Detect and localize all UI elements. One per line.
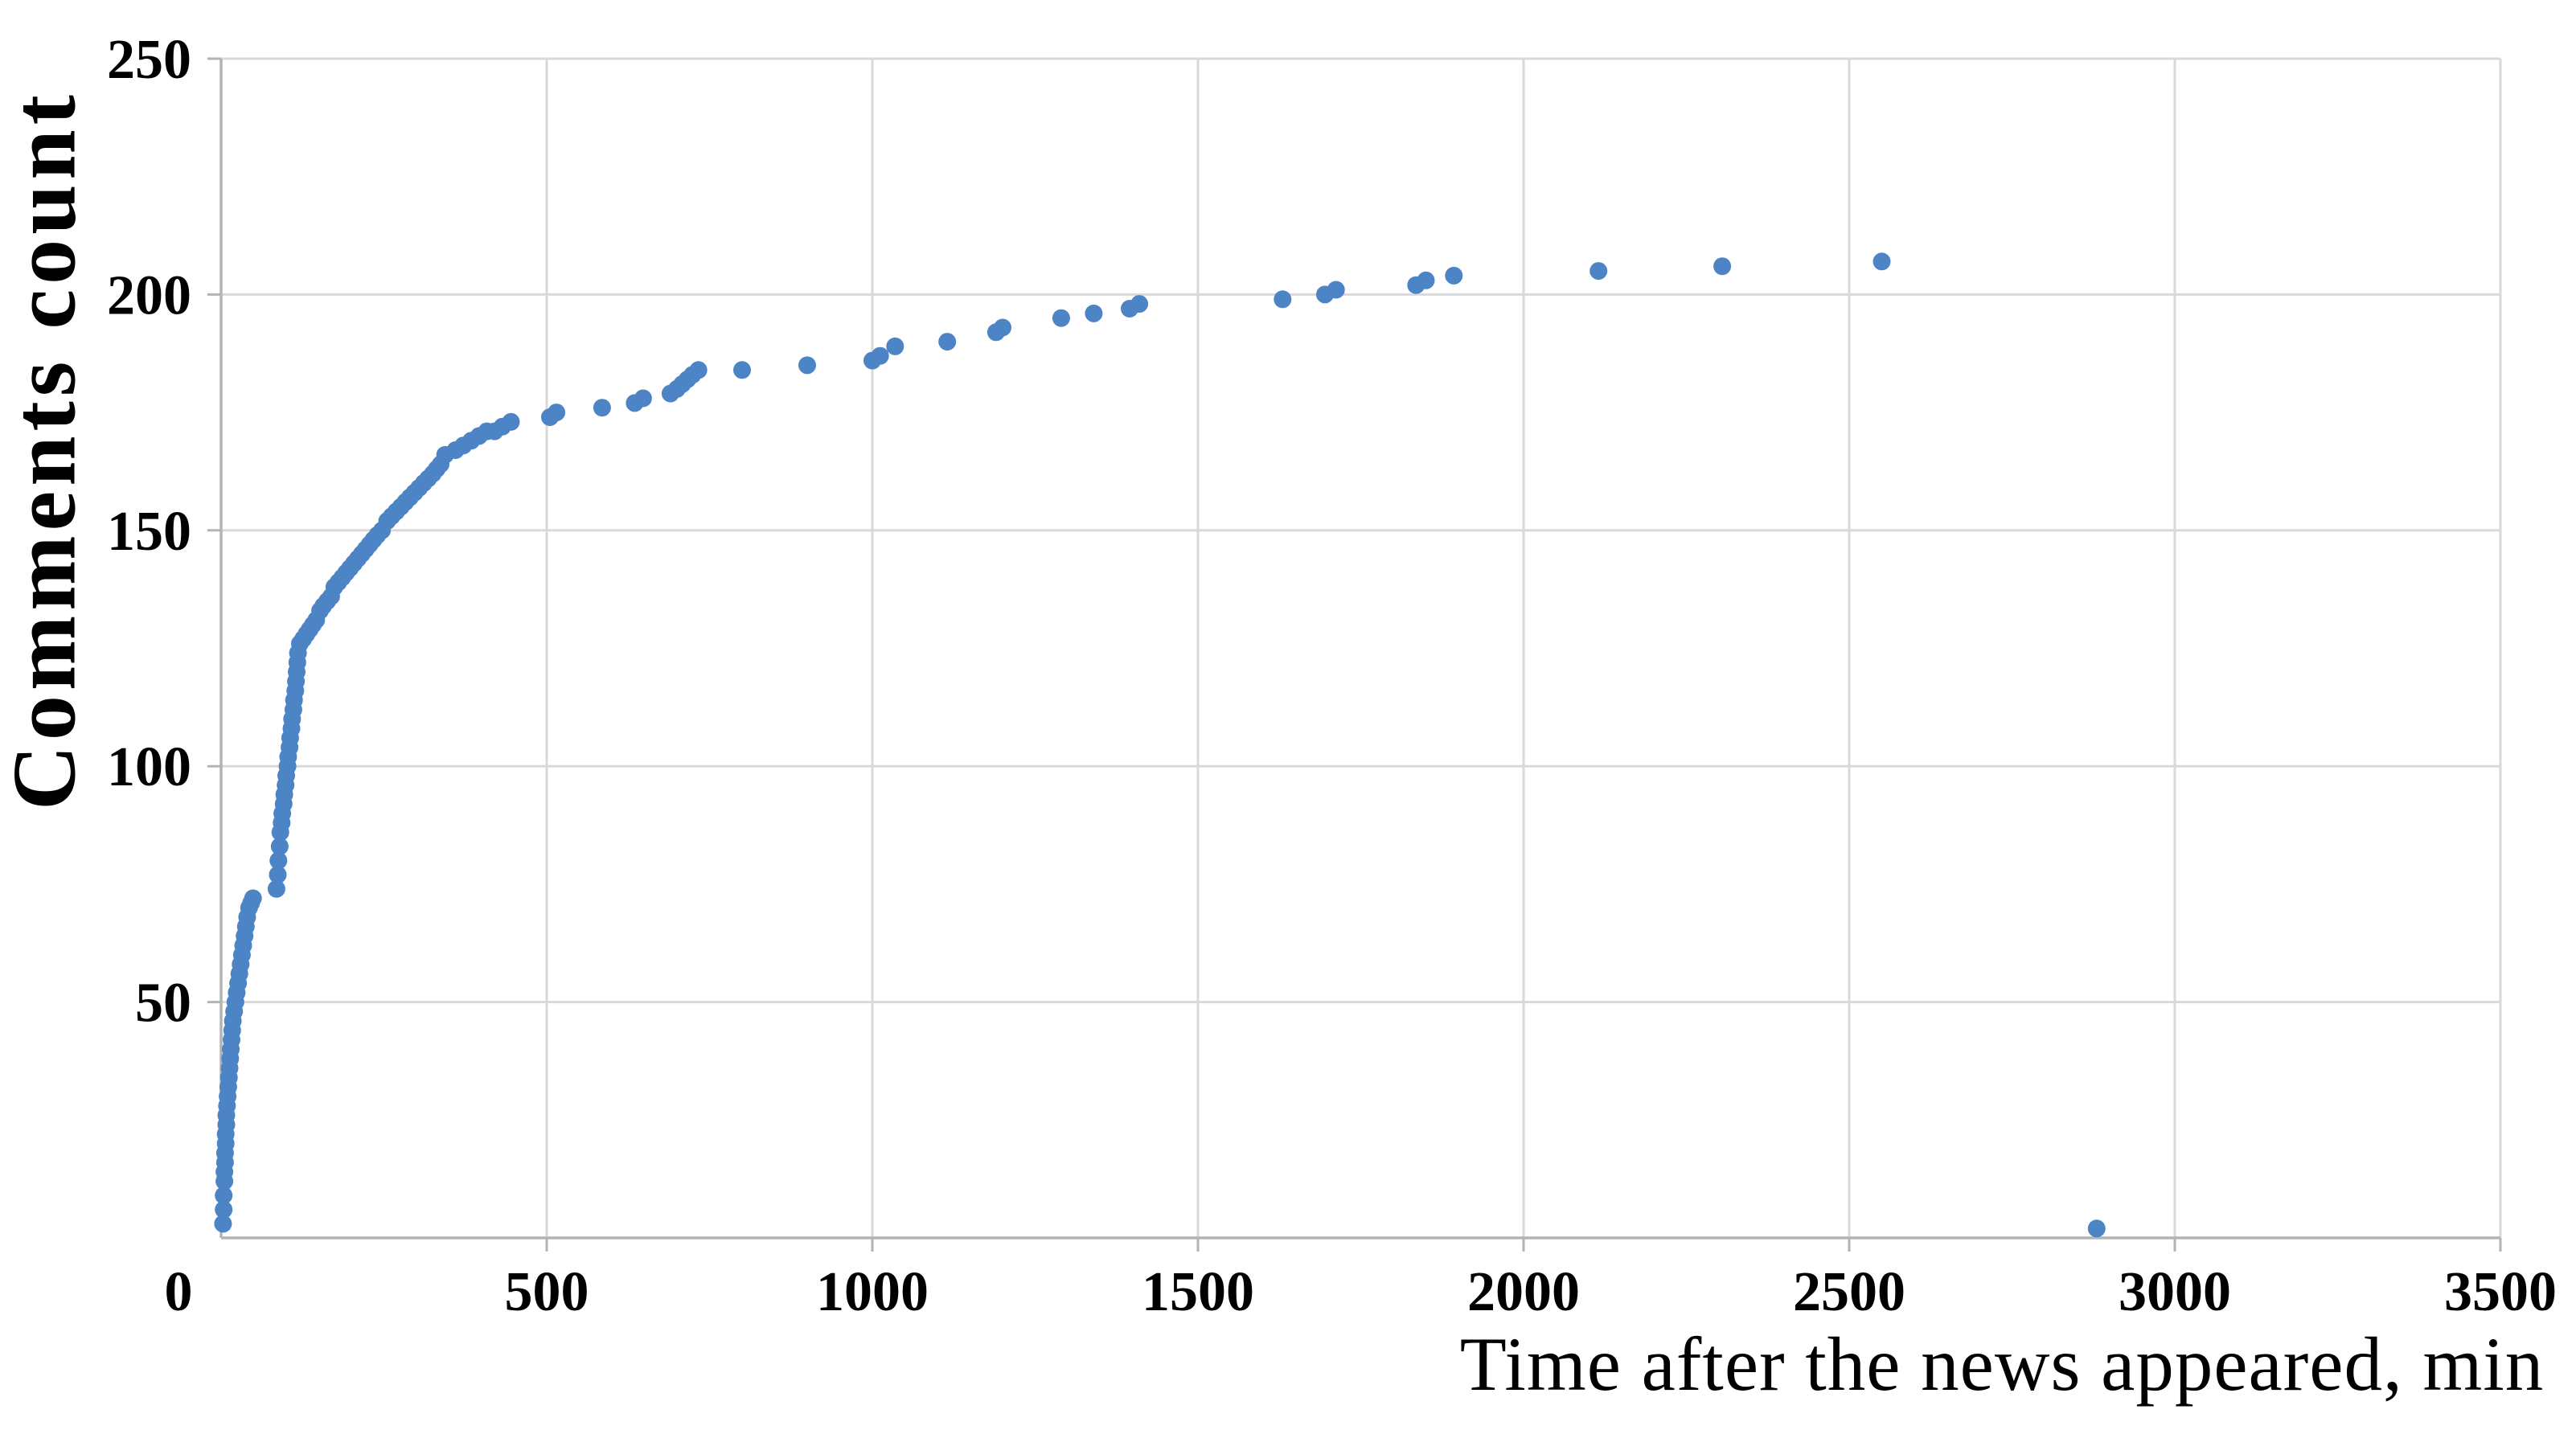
x-tick-label: 0 (165, 1261, 193, 1323)
data-point (1130, 295, 1149, 313)
x-tick-label: 3500 (2444, 1261, 2557, 1323)
data-point (871, 346, 889, 365)
data-point (994, 318, 1011, 337)
data-point (733, 361, 751, 379)
data-point (1417, 271, 1435, 289)
x-axis-title: Time after the news appeared, min (1459, 1321, 2545, 1407)
data-point (214, 1215, 232, 1233)
y-tick-label: 200 (107, 264, 191, 326)
data-point (1713, 257, 1732, 276)
data-point (1445, 266, 1463, 285)
data-point (215, 1200, 233, 1219)
x-tick-label: 2000 (1467, 1261, 1580, 1323)
x-tick-label: 3000 (2119, 1261, 2231, 1323)
data-point (593, 399, 611, 417)
data-point (267, 879, 285, 898)
data-point (1327, 281, 1345, 299)
data-point (798, 356, 816, 375)
y-tick-label: 150 (107, 501, 191, 563)
y-tick-label: 250 (107, 29, 191, 91)
data-point (1085, 304, 1103, 322)
y-axis-title: Comments count (0, 90, 95, 810)
x-tick-label: 500 (505, 1261, 589, 1323)
data-point (1274, 290, 1292, 309)
data-point (270, 838, 289, 855)
data-point (1589, 262, 1608, 281)
data-point (938, 333, 957, 351)
x-tick-label: 1500 (1142, 1261, 1254, 1323)
data-point (634, 389, 652, 408)
y-tick-label: 50 (135, 973, 191, 1035)
data-point (689, 361, 708, 379)
x-tick-label: 2500 (1793, 1261, 1905, 1323)
y-tick-label: 100 (107, 736, 191, 798)
data-point (269, 851, 288, 870)
data-point (215, 1186, 233, 1205)
data-point (2087, 1219, 2106, 1238)
data-point (1052, 309, 1070, 327)
data-point (269, 866, 287, 884)
data-point (548, 404, 566, 422)
data-point (886, 337, 904, 355)
data-point (244, 889, 262, 908)
data-point (502, 412, 520, 431)
data-point (1873, 252, 1891, 271)
x-tick-label: 1000 (816, 1261, 929, 1323)
